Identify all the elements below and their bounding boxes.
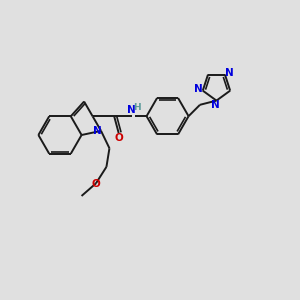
Text: O: O xyxy=(91,179,100,189)
Text: N: N xyxy=(225,68,233,78)
Text: N: N xyxy=(93,127,102,136)
Text: N: N xyxy=(212,100,220,110)
Text: N: N xyxy=(128,105,136,115)
Text: H: H xyxy=(133,103,141,112)
Text: O: O xyxy=(115,133,124,142)
Text: N: N xyxy=(194,84,203,94)
